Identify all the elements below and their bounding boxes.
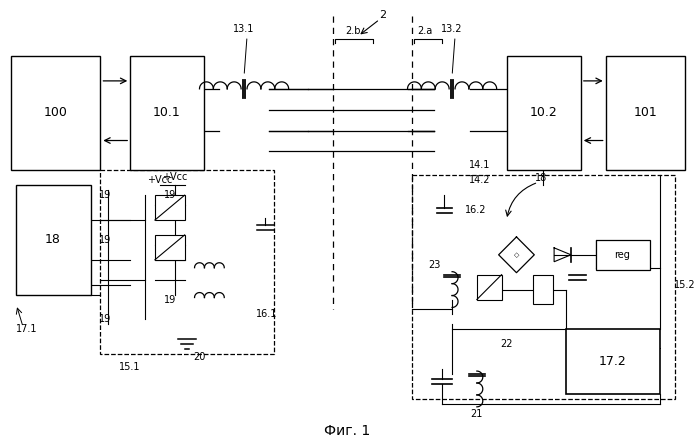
Text: ◇: ◇: [514, 252, 519, 258]
Text: 23: 23: [428, 260, 440, 270]
Bar: [130, 56, 204, 170]
Text: 15.2: 15.2: [674, 279, 696, 290]
Bar: [507, 56, 581, 170]
Bar: [566, 329, 660, 394]
Text: 2: 2: [379, 10, 387, 20]
Text: 16.2: 16.2: [465, 205, 487, 215]
Text: +Vcc: +Vcc: [147, 175, 173, 185]
Text: +Vcc: +Vcc: [162, 172, 187, 182]
Text: 2.b: 2.b: [345, 26, 361, 36]
Bar: [533, 275, 553, 304]
Text: 17.1: 17.1: [16, 324, 38, 334]
Bar: [412, 175, 675, 399]
Text: 20: 20: [194, 352, 206, 362]
Text: 19: 19: [99, 314, 112, 324]
Text: 2.a: 2.a: [418, 26, 433, 36]
Bar: [155, 235, 185, 260]
Text: 13.2: 13.2: [441, 24, 463, 34]
Text: 101: 101: [633, 106, 657, 119]
Text: 22: 22: [500, 339, 513, 349]
Text: 16.1: 16.1: [256, 309, 278, 320]
Text: 19: 19: [99, 190, 112, 200]
Text: 15.1: 15.1: [120, 362, 141, 372]
Text: 19: 19: [164, 295, 176, 304]
Text: reg: reg: [614, 250, 630, 260]
Bar: [155, 195, 185, 220]
Text: 10.1: 10.1: [153, 106, 180, 119]
Text: 14.2: 14.2: [469, 175, 491, 185]
Text: 21: 21: [470, 409, 483, 419]
Text: 10.2: 10.2: [529, 106, 557, 119]
Bar: [596, 240, 650, 270]
Bar: [101, 170, 274, 354]
Text: 17.2: 17.2: [598, 355, 626, 368]
Text: 100: 100: [44, 106, 68, 119]
Bar: [477, 275, 502, 299]
Text: 18: 18: [45, 233, 61, 247]
Text: 13.1: 13.1: [233, 24, 254, 34]
Text: 19: 19: [99, 235, 112, 245]
Text: 14.1: 14.1: [469, 160, 490, 170]
Bar: [16, 185, 91, 295]
Text: 19: 19: [164, 190, 176, 200]
Bar: [11, 56, 101, 170]
Bar: [605, 56, 685, 170]
Text: Фиг. 1: Фиг. 1: [324, 424, 370, 438]
Text: 18: 18: [535, 173, 547, 183]
